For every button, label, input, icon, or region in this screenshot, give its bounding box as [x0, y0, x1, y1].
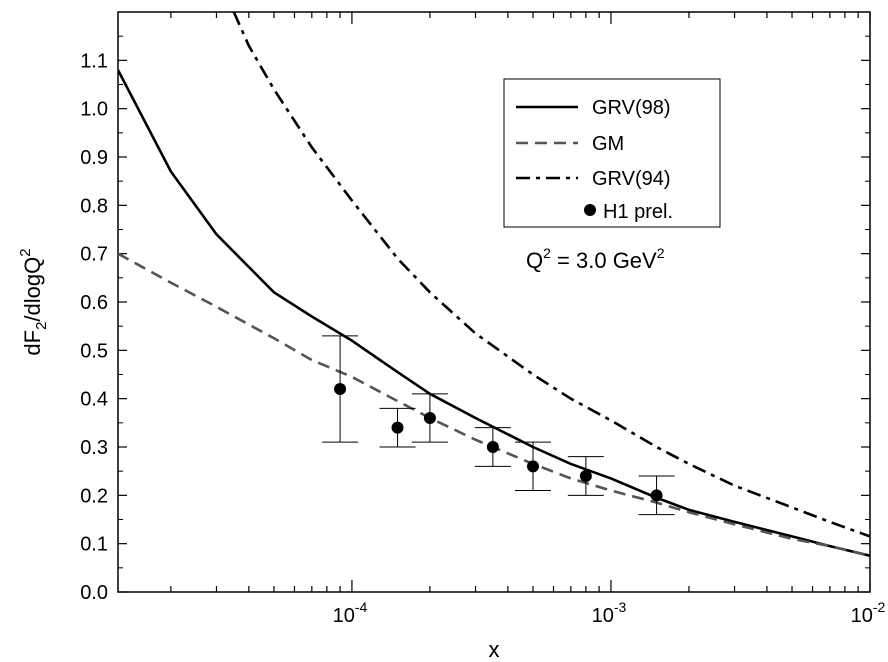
- data-point: [527, 460, 539, 472]
- legend-label-h1: H1 prel.: [603, 201, 673, 223]
- y-axis-label: dF2/dlogQ2: [17, 248, 50, 355]
- y-tick-label: 0.7: [80, 244, 108, 266]
- data-point: [392, 422, 404, 434]
- plot-frame: [118, 12, 870, 592]
- plot-area: [118, 12, 870, 556]
- y-tick-label: 1.0: [80, 99, 108, 121]
- data-point: [424, 412, 436, 424]
- y-tick-label: 1.1: [80, 50, 108, 72]
- data-point: [487, 441, 499, 453]
- legend-label-grv98: GRV(98): [592, 97, 671, 119]
- data-point: [580, 470, 592, 482]
- legend-label-gm: GM: [592, 133, 624, 155]
- q2-annotation: Q2 = 3.0 GeV2: [526, 245, 665, 273]
- y-ticks: 0.0 0.1 0.2 0.3 0.4 0.5 0.6 0.7 0.8 0.9 1.0 1.1: [80, 36, 870, 604]
- x-tick-label: 10-2: [851, 599, 886, 627]
- y-tick-label: 0.9: [80, 147, 108, 169]
- legend-label-grv94: GRV(94): [592, 168, 671, 190]
- data-point: [651, 489, 663, 501]
- legend: GRV(98) GM GRV(94) H1 prel.: [504, 79, 720, 227]
- y-tick-label: 0.4: [80, 389, 108, 411]
- y-tick-label: 0.1: [80, 534, 108, 556]
- y-tick-label: 0.5: [80, 340, 108, 362]
- series-line-grv-98: [118, 70, 870, 556]
- x-tick-label: 10-4: [333, 599, 368, 627]
- y-tick-label: 0.3: [80, 437, 108, 459]
- curves: [118, 12, 870, 556]
- y-tick-label: 0.6: [80, 292, 108, 314]
- x-axis-label: x: [489, 637, 500, 662]
- legend-marker-h1: [584, 204, 596, 216]
- y-tick-label: 0.8: [80, 195, 108, 217]
- x-tick-label: 10-3: [592, 599, 627, 627]
- data-point: [334, 383, 346, 395]
- y-tick-label: 0.2: [80, 485, 108, 507]
- y-tick-label: 0.0: [80, 582, 108, 604]
- series-line-gm: [118, 254, 870, 556]
